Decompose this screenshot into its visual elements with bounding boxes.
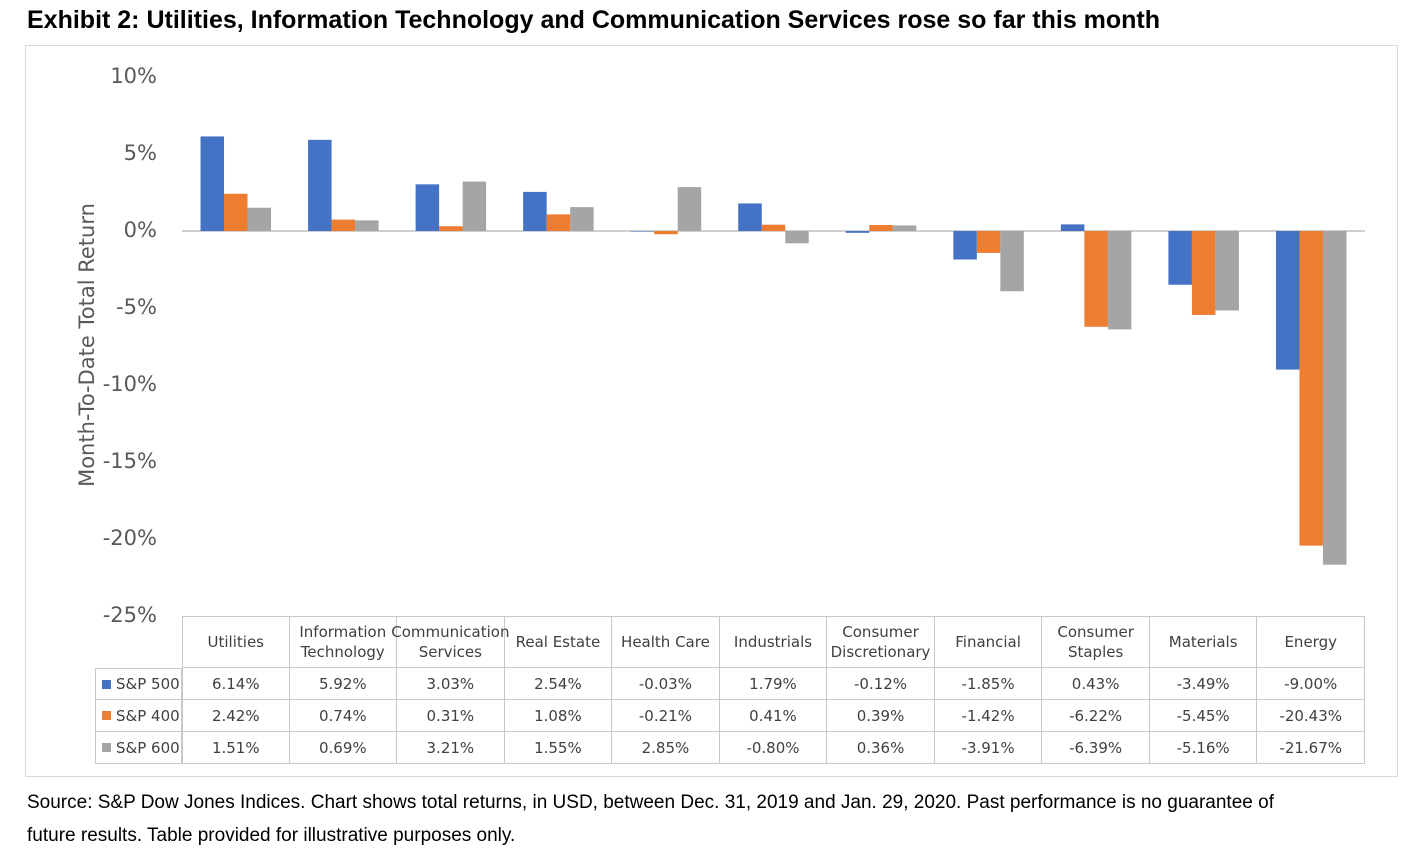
bar: [1215, 231, 1239, 311]
data-label: 1.55%: [504, 732, 613, 764]
bar: [415, 184, 440, 231]
y-tick-label: 5%: [124, 141, 157, 165]
table-header: Utilities: [182, 616, 290, 668]
data-label: -3.49%: [1149, 668, 1258, 700]
bar: [355, 220, 379, 231]
bar: [1000, 231, 1024, 292]
bar: [785, 231, 809, 244]
bar: [308, 139, 332, 231]
table-header: Health Care: [612, 616, 720, 668]
y-axis-title: Month-To-Date Total Return: [75, 203, 99, 487]
legend-entry: S&P 500: [95, 668, 182, 700]
data-label: 5.92%: [289, 668, 398, 700]
bar: [677, 187, 702, 231]
data-label: -0.80%: [719, 732, 828, 764]
bar: [654, 231, 678, 235]
bar: [1107, 231, 1132, 330]
table-header: Industrials: [719, 616, 828, 668]
data-label: 2.54%: [504, 668, 613, 700]
bar: [738, 203, 762, 231]
legend-swatch: [102, 679, 111, 689]
data-label: 0.39%: [827, 700, 935, 732]
chart-frame: [25, 45, 1398, 777]
data-label: -20.43%: [1257, 700, 1365, 732]
source-note: Source: S&P Dow Jones Indices. Chart sho…: [27, 792, 1274, 846]
legend-label: S&P 600: [116, 738, 180, 757]
data-label: -21.67%: [1257, 732, 1365, 764]
table-header: Real Estate: [504, 616, 613, 668]
data-label: -6.22%: [1042, 700, 1150, 732]
bar: [247, 207, 272, 231]
data-label: 0.74%: [289, 700, 398, 732]
legend-swatch: [102, 711, 111, 720]
y-tick-label: -20%: [103, 526, 157, 550]
legend-swatch: [102, 743, 111, 752]
data-label: -6.39%: [1042, 732, 1150, 764]
bar: [761, 224, 786, 231]
table-header: Communication Services: [391, 616, 509, 668]
y-tick-label: 10%: [110, 64, 157, 88]
bar: [331, 219, 356, 231]
chart-title: Exhibit 2: Utilities, Information Techno…: [27, 6, 1161, 34]
data-label: 3.21%: [397, 732, 505, 764]
bar: [570, 207, 594, 231]
data-label: 0.69%: [289, 732, 398, 764]
bar: [462, 181, 487, 231]
data-label: -3.91%: [934, 732, 1043, 764]
legend-entry: S&P 400: [95, 700, 182, 732]
bar: [523, 191, 547, 231]
legend-label: S&P 500: [116, 675, 180, 693]
data-label: 2.42%: [182, 700, 290, 732]
data-label: -0.03%: [612, 668, 720, 700]
data-label: -5.45%: [1149, 700, 1258, 732]
data-label: 1.08%: [504, 700, 613, 732]
data-label: 0.31%: [397, 700, 505, 732]
y-tick-label: -5%: [116, 295, 157, 319]
y-tick-label: -15%: [103, 449, 157, 473]
table-header: Information Technology: [289, 616, 398, 668]
bar: [845, 231, 870, 233]
table-header: Financial: [934, 616, 1043, 668]
bar: [1275, 231, 1300, 370]
data-label: 6.14%: [182, 668, 290, 700]
bar: [1060, 224, 1085, 231]
data-label: 0.43%: [1042, 668, 1150, 700]
bar: [1299, 231, 1323, 546]
legend-label: S&P 400: [116, 706, 180, 725]
bar: [439, 226, 463, 231]
table-header: Consumer Staples: [1042, 616, 1150, 668]
bar: [892, 225, 917, 231]
y-tick-label: -25%: [103, 603, 157, 627]
data-label: 0.41%: [719, 700, 828, 732]
data-label: 2.85%: [612, 732, 720, 764]
bar: [976, 231, 1001, 253]
data-label: -0.12%: [827, 668, 935, 700]
bar: [1168, 231, 1192, 285]
bar: [1191, 231, 1216, 315]
data-label: 3.03%: [397, 668, 505, 700]
data-label: 1.79%: [719, 668, 828, 700]
table-header: Energy: [1257, 616, 1365, 668]
bar: [200, 136, 225, 231]
table-header: Materials: [1149, 616, 1258, 668]
bar: [869, 224, 893, 231]
bar: [953, 231, 977, 260]
legend-entry: S&P 600: [95, 732, 182, 764]
bar: [224, 193, 248, 231]
data-label: -9.00%: [1257, 668, 1365, 700]
data-label: -1.85%: [934, 668, 1043, 700]
bar: [546, 214, 571, 231]
table-header: Consumer Discretionary: [827, 616, 935, 668]
data-label: 0.36%: [827, 732, 935, 764]
data-label: -1.42%: [934, 700, 1043, 732]
bar: [1322, 231, 1347, 565]
data-label: -0.21%: [612, 700, 720, 732]
y-tick-label: 0%: [124, 218, 157, 242]
data-label: 1.51%: [182, 732, 290, 764]
y-tick-label: -10%: [103, 372, 157, 396]
data-label: -5.16%: [1149, 732, 1258, 764]
bar: [1084, 231, 1108, 327]
